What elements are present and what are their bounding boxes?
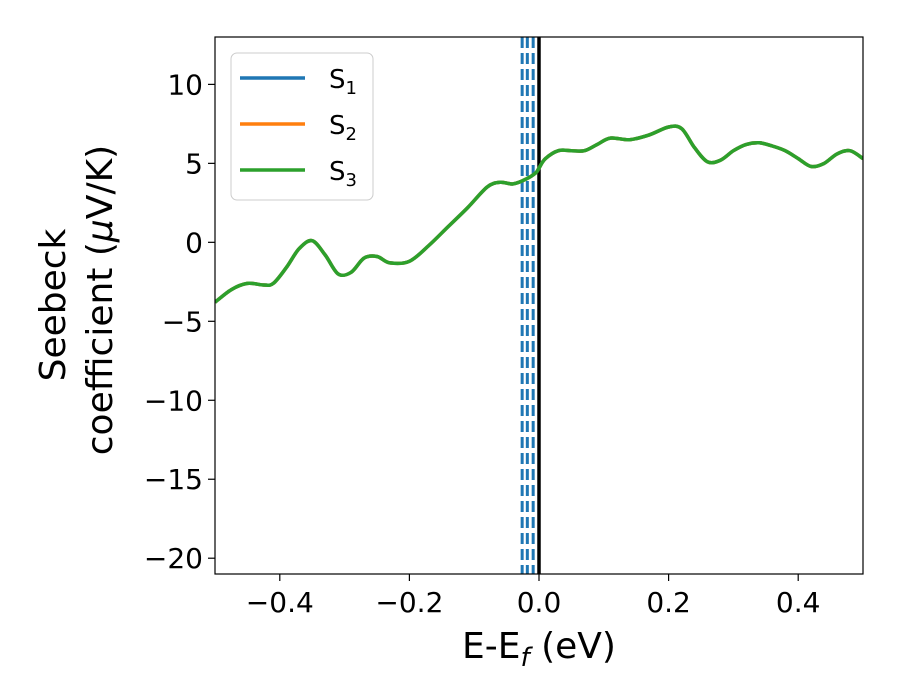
y-axis-ticks: 10 5 0 −5 −10 −15 −20: [144, 68, 215, 575]
x-tick-label: 0.2: [646, 586, 691, 619]
y-axis-label-line2: coefficient (μV/K): [80, 145, 121, 455]
y-tick-label: −10: [144, 384, 203, 417]
y-tick-label: −5: [162, 305, 203, 338]
y-tick-label: 5: [185, 147, 203, 180]
series-lines: [215, 124, 863, 304]
x-tick-label: −0.2: [375, 586, 443, 619]
legend-label-1: S1: [329, 65, 357, 99]
y-tick-label: 10: [167, 68, 203, 101]
x-tick-label: 0.4: [776, 586, 821, 619]
legend-label-2: S2: [329, 111, 357, 145]
x-tick-label: −0.4: [246, 586, 314, 619]
legend-label-3: S3: [329, 157, 357, 191]
legend-box: [230, 52, 374, 201]
x-tick-label: 0.0: [517, 586, 562, 619]
y-tick-label: 0: [185, 226, 203, 259]
x-axis-ticks: −0.4 −0.2 0.0 0.2 0.4: [246, 574, 821, 619]
y-axis-label-line1: Seebeck: [33, 228, 74, 381]
y-tick-label: −15: [144, 463, 203, 496]
y-tick-label: −20: [144, 542, 203, 575]
vertical-lines: [520, 37, 541, 574]
series-line-3: [215, 124, 863, 304]
x-axis-label: E-Ef (eV): [462, 626, 616, 673]
legend: S1 S2 S3: [230, 52, 374, 201]
